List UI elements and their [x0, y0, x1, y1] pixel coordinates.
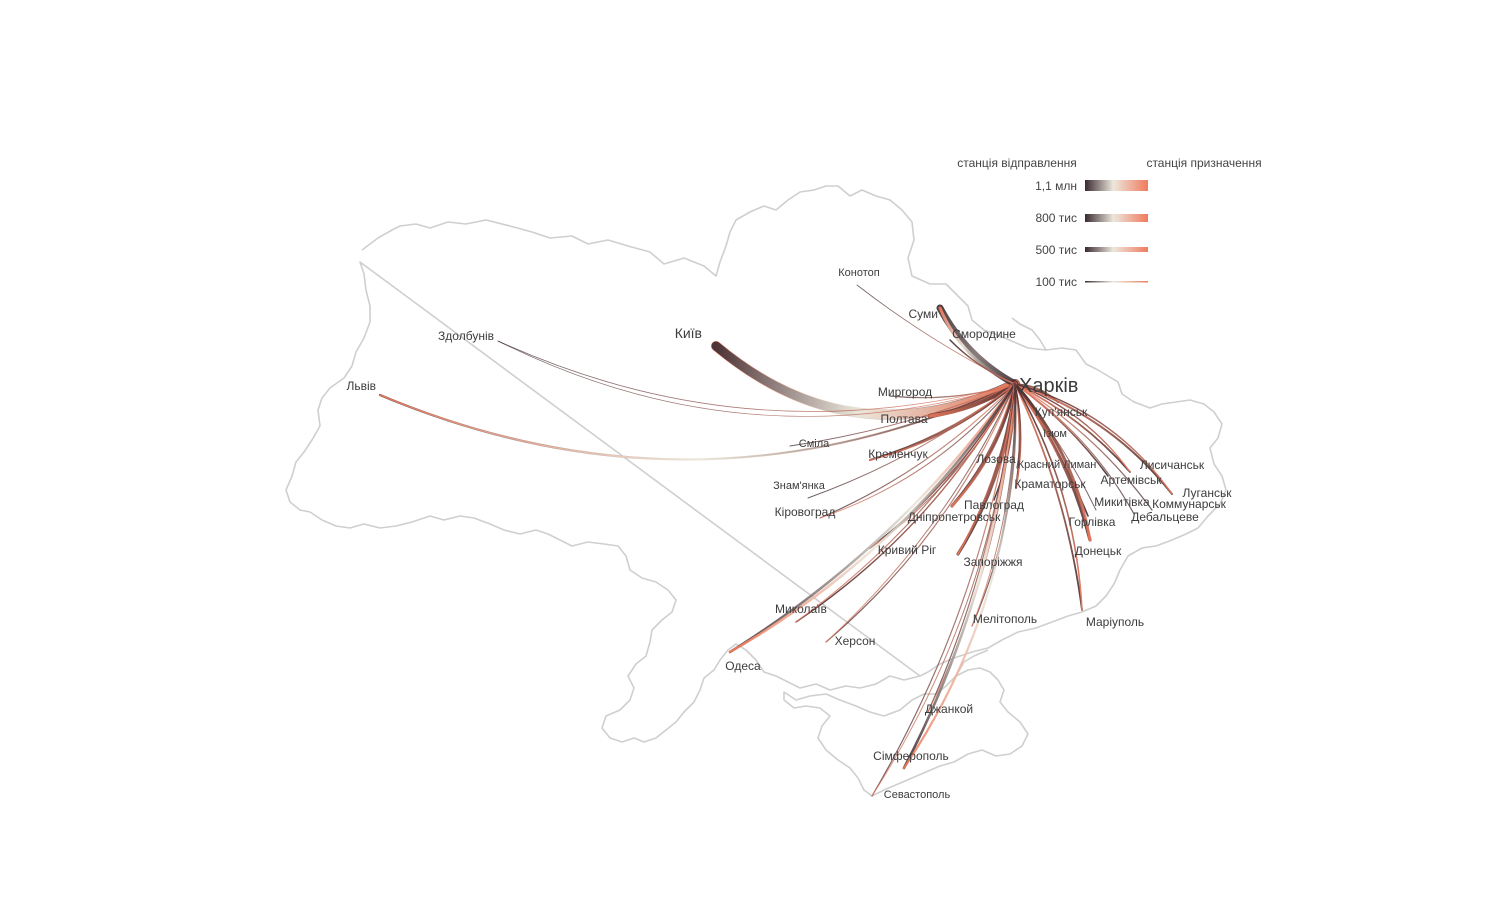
- legend-item-label: 1,1 млн: [1035, 179, 1077, 193]
- city-label-odesa: Одеса: [725, 659, 761, 673]
- route-lysychansk-to-hub: [1014, 383, 1131, 473]
- city-label-kremenchuk: Кременчук: [868, 447, 928, 461]
- city-label-kyiv: Київ: [675, 325, 702, 341]
- route-hub-to-simferopol: [902, 382, 1017, 770]
- city-label-krasnyi_lyman: Красний Лиман: [1018, 459, 1097, 471]
- route-hub-to-donetsk: [1013, 382, 1092, 542]
- route-hub-to-kherson: [825, 383, 1016, 643]
- city-label-zdolbuniv: Здолбунів: [438, 329, 494, 343]
- city-label-mariupol: Маріуполь: [1086, 615, 1144, 629]
- route-hub-to-sumy: [938, 306, 1017, 386]
- route-mariupol-to-hub: [1014, 383, 1083, 611]
- route-hub-to-zdolbuniv: [497, 340, 1016, 417]
- route-hub-to-lviv: [379, 383, 1016, 461]
- legend-item-label: 800 тис: [1035, 211, 1077, 225]
- route-hub-to-kirovohrad: [819, 383, 1016, 519]
- city-label-lysychansk: Лисичанськ: [1140, 458, 1205, 472]
- city-label-smila: Сміла: [799, 438, 830, 450]
- route-hub-to-dnipro: [950, 382, 1017, 508]
- route-kirovohrad-to-hub: [819, 383, 1016, 519]
- route-sumy-to-hub: [936, 304, 1019, 388]
- city-label-kramatorsk: Краматорськ: [1014, 477, 1086, 491]
- route-simferopol-to-hub: [902, 382, 1017, 770]
- legend-swatch-1-1-mln: [1085, 180, 1148, 191]
- legend-item-label: 500 тис: [1035, 243, 1077, 257]
- city-label-simferopol: Сімферополь: [873, 749, 949, 763]
- city-label-kryvyi_rih: Кривий Ріг: [878, 543, 937, 557]
- city-label-luhansk: Луганськ: [1183, 486, 1233, 500]
- route-hub-to-sevastopol: [871, 383, 1016, 797]
- city-label-kherson: Херсон: [835, 634, 876, 648]
- route-sevastopol-to-hub: [871, 383, 1016, 797]
- route-hub-to-kramatorsk: [1014, 383, 1022, 489]
- city-label-artemivsk: Артемівськ: [1100, 473, 1162, 487]
- route-kyiv-to-hub: [711, 341, 1020, 420]
- city-label-izium: Ізюм: [1043, 428, 1067, 440]
- route-debaltseve-to-hub: [1014, 383, 1135, 515]
- route-myrhorod-to-hub: [889, 383, 1016, 399]
- city-label-mykolaiv: Миколаїв: [775, 602, 827, 616]
- route-luhansk-to-hub: [1014, 383, 1173, 495]
- route-zdolbuniv-to-hub: [497, 340, 1016, 412]
- route-smorodyne-to-hub: [949, 339, 1016, 385]
- city-label-konotop: Конотоп: [838, 267, 880, 279]
- ukraine-border: [285, 185, 1227, 797]
- city-label-kirovohrad: Кіровоград: [775, 505, 836, 519]
- city-label-mykytivka: Микитівка: [1094, 495, 1150, 509]
- city-label-lviv: Львів: [346, 379, 376, 393]
- city-label-myrhorod: Миргород: [878, 385, 932, 399]
- route-mykolaiv-to-hub: [795, 383, 1016, 623]
- route-kommunarsk-to-hub: [1014, 383, 1153, 511]
- city-label-kommunarsk: Коммунарськ: [1152, 497, 1227, 511]
- city-labels: Київ Львів Здолбунів Конотоп Суми Смородине Ми…: [346, 267, 1232, 801]
- route-znamianka-to-hub: [807, 383, 1016, 499]
- legend: станція відправлення станція призначення…: [957, 156, 1261, 289]
- legend-item-label: 100 тис: [1035, 275, 1077, 289]
- city-label-horlivka: Горлівка: [1069, 515, 1116, 529]
- legend-arrival-label: станція призначення: [1146, 156, 1261, 170]
- city-label-dzhankoi: Джанкой: [925, 702, 973, 716]
- city-label-dnipro: Дніпропетровськ: [908, 510, 1001, 524]
- city-label-debaltseve: Дебальцеве: [1131, 510, 1199, 524]
- city-label-lozova: Лозова: [976, 452, 1016, 466]
- route-hub-to-luhansk: [1014, 383, 1173, 495]
- route-kherson-to-hub: [825, 383, 1016, 643]
- city-label-kupiansk: Куп'янськ: [1035, 405, 1088, 419]
- route-flows: [378, 284, 1173, 797]
- route-hub-to-mariupol: [1014, 383, 1083, 611]
- city-label-pavlohrad: Павлоград: [964, 498, 1024, 512]
- city-label-melitopol: Мелітополь: [973, 612, 1037, 626]
- legend-swatch-800-tys: [1085, 214, 1148, 222]
- route-smila-to-hub: [789, 383, 1016, 447]
- city-label-sevastopol: Севастополь: [884, 789, 951, 801]
- city-label-sumy: Суми: [909, 307, 938, 321]
- city-label-zaporizhzhia: Запоріжжя: [964, 555, 1023, 569]
- legend-swatch-500-tys: [1085, 247, 1148, 252]
- legend-swatch-100-tys: [1085, 281, 1148, 283]
- city-label-smorodyne: Смородине: [952, 327, 1016, 341]
- city-label-znamianka: Знам'янка: [773, 480, 826, 492]
- hub-label-kharkiv: Харків: [1019, 375, 1078, 397]
- route-odesa-to-hub: [728, 382, 1017, 654]
- route-hub-to-mykolaiv: [795, 383, 1016, 623]
- city-label-donetsk: Донецьк: [1075, 544, 1122, 558]
- legend-departure-label: станція відправлення: [957, 156, 1076, 170]
- city-label-poltava: Полтава: [881, 412, 928, 426]
- route-hub-to-odesa: [728, 382, 1017, 654]
